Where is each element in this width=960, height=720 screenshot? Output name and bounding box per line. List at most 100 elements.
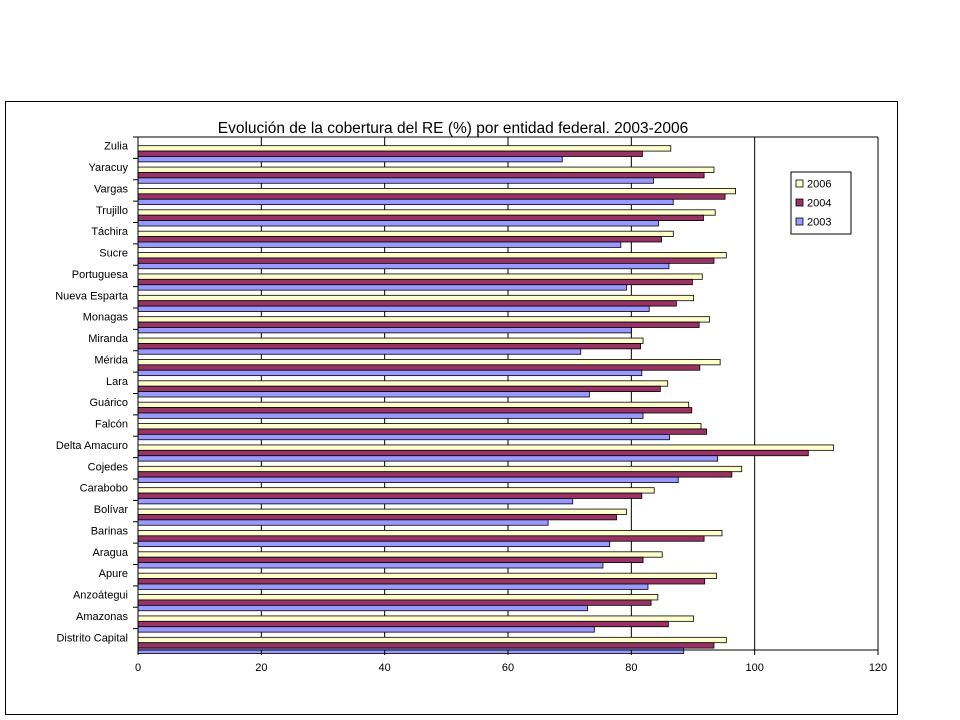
bar [137, 556, 644, 564]
bar [137, 294, 695, 302]
category-label: Bolívar [94, 504, 129, 516]
category-label: Portuguesa [72, 269, 129, 281]
bar [137, 262, 670, 270]
bar [137, 615, 695, 622]
legend-label: 2003 [807, 217, 831, 229]
bar [137, 407, 693, 414]
bar [137, 337, 644, 344]
category-label: Sucre [99, 248, 128, 260]
bar [137, 519, 549, 526]
bar [137, 401, 690, 408]
legend-label: 2004 [807, 198, 831, 210]
bar [137, 599, 652, 606]
x-tick-label: 60 [502, 662, 514, 674]
bar [137, 343, 641, 350]
legend-swatch [795, 179, 804, 188]
category-label: Trujillo [96, 205, 128, 217]
bar [137, 391, 590, 398]
category-label: Barinas [91, 525, 129, 537]
bar [137, 156, 563, 163]
bar [137, 487, 655, 494]
bar [137, 359, 721, 366]
bar [137, 193, 726, 200]
bar [137, 284, 627, 291]
bar [137, 380, 669, 387]
bar [137, 636, 727, 644]
bar [137, 369, 643, 377]
category-label: Zulia [104, 141, 129, 153]
bar [137, 449, 809, 457]
category-label: Guárico [89, 397, 128, 409]
bar [137, 257, 715, 264]
category-label: Nueva Esparta [55, 290, 129, 302]
bar [137, 508, 627, 515]
bar [137, 150, 643, 157]
category-label: Yaracuy [88, 162, 128, 174]
category-label: Amazonas [76, 611, 128, 623]
bar [137, 604, 588, 612]
bar [137, 166, 715, 173]
bar [137, 236, 662, 243]
bar [137, 433, 670, 441]
bar [137, 209, 716, 216]
category-label: Cojedes [88, 461, 129, 473]
bar [137, 305, 650, 312]
bar [137, 348, 582, 355]
bar [137, 535, 705, 542]
bar [137, 476, 679, 483]
bar [137, 300, 677, 307]
bar [137, 145, 672, 152]
bar [137, 172, 705, 179]
bar [137, 327, 632, 334]
bar [137, 214, 704, 222]
bar [137, 177, 654, 184]
bar [137, 647, 685, 654]
category-label: Anzoátegui [73, 590, 128, 602]
bar [137, 578, 706, 585]
bar [137, 428, 707, 435]
category-label: Vargas [94, 183, 129, 195]
x-tick-label: 100 [745, 662, 763, 674]
bar [137, 241, 622, 248]
x-tick-label: 20 [255, 662, 267, 674]
x-tick-label: 80 [625, 662, 637, 674]
bar [137, 530, 723, 537]
bar [137, 465, 743, 473]
bar [137, 364, 701, 371]
bar [137, 583, 649, 590]
x-tick-label: 120 [869, 662, 887, 674]
legend: 2006 2004 2003 [790, 171, 852, 235]
x-tick-label: 40 [379, 662, 391, 674]
category-label: Falcón [95, 419, 128, 431]
bar-chart: Evolución de la cobertura del RE (%) por… [55, 120, 887, 674]
bar [137, 642, 715, 649]
bar [137, 278, 693, 286]
bar [137, 498, 574, 505]
bar [137, 471, 733, 478]
category-label: Lara [106, 376, 129, 388]
bar [137, 626, 595, 633]
category-label: Táchira [91, 226, 129, 238]
bar [137, 412, 644, 419]
bar [137, 620, 669, 628]
category-label: Carabobo [80, 483, 128, 495]
bar [137, 252, 727, 259]
bar [137, 540, 611, 548]
bar [137, 423, 702, 430]
category-label: Monagas [83, 312, 129, 324]
legend-swatch [795, 198, 804, 207]
category-label: Delta Amacuro [56, 440, 128, 452]
bar [137, 492, 643, 499]
bar [137, 273, 703, 280]
bar [137, 385, 661, 393]
bar [137, 514, 617, 521]
bar [137, 444, 834, 451]
bar [137, 188, 736, 195]
chart-frame: Evolución de la cobertura del RE (%) por… [5, 101, 898, 715]
bar [137, 594, 659, 601]
legend-label: 2006 [807, 179, 831, 191]
category-label: Aragua [93, 547, 129, 559]
category-label: Miranda [88, 333, 129, 345]
bar [137, 220, 659, 227]
bar [137, 562, 604, 569]
